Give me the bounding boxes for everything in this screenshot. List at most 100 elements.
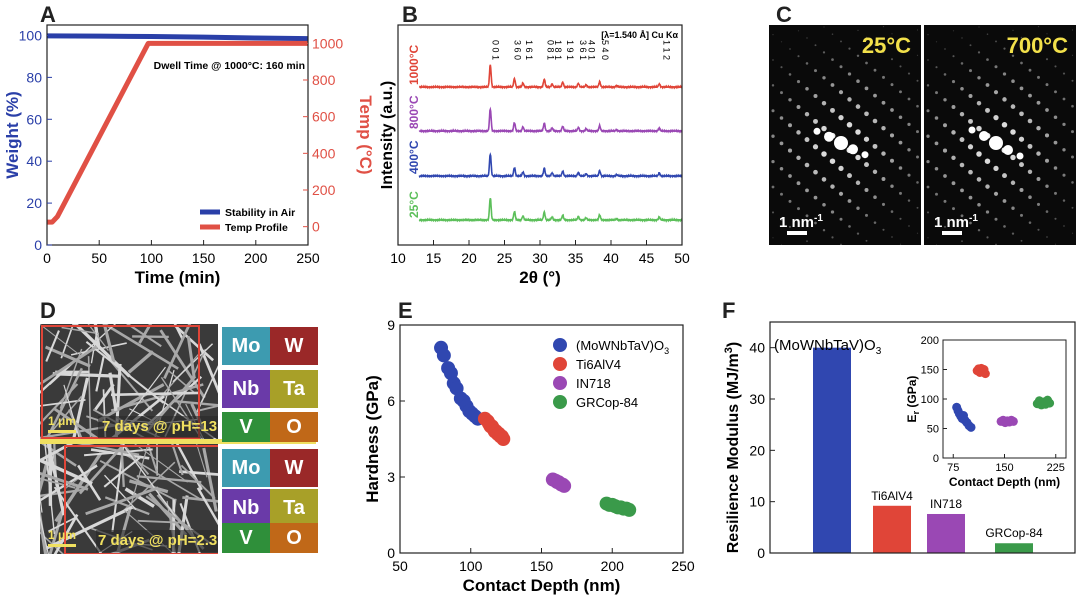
peak-label: 5 4 0 <box>600 40 610 60</box>
nanowire <box>87 356 92 439</box>
diffraction-spot <box>805 214 809 218</box>
diffraction-spot <box>847 72 852 76</box>
nanowire <box>48 512 64 554</box>
diffraction-spot <box>788 225 792 228</box>
central-spot <box>824 131 834 142</box>
diffraction-spot <box>976 177 982 182</box>
diffraction-spot <box>934 167 939 171</box>
diffraction-spot <box>840 243 842 245</box>
y-tick-label: 80 <box>26 69 42 85</box>
peak-label: 4 0 1 <box>586 40 596 60</box>
diffraction-spot <box>1062 122 1066 127</box>
diffraction-spot <box>856 54 860 58</box>
nanowire <box>40 458 93 486</box>
nanowire <box>85 486 159 516</box>
nanowire <box>60 324 75 359</box>
diffraction-spot <box>916 232 919 234</box>
diffraction-spot <box>796 80 801 84</box>
diffraction-spot <box>1062 72 1066 75</box>
y-axis-label-text: Resilience Modulus (MJ/m <box>725 353 742 553</box>
inset-y-tick-label: 0 <box>933 453 939 465</box>
diffraction-spot <box>780 192 783 196</box>
diffraction-spot <box>935 192 938 196</box>
nanowire <box>138 324 153 344</box>
diffraction-spot <box>804 162 810 168</box>
legend-text: (MoWNbTaV)O <box>576 338 664 353</box>
panel-label-e: E <box>398 298 413 323</box>
diffraction-spot <box>839 217 843 221</box>
diffraction-spot <box>882 228 885 231</box>
diffraction-spot <box>927 59 929 61</box>
diffraction-spot <box>847 199 852 203</box>
x-tick-label: 150 <box>192 250 216 266</box>
saed-25c-spots <box>771 26 919 245</box>
series-line-temp <box>47 40 308 225</box>
xrd-pattern <box>418 106 683 134</box>
sem-label-bg <box>96 530 218 552</box>
panel-label-f: F <box>722 298 736 323</box>
diffraction-spot <box>805 87 809 91</box>
diffraction-spot <box>889 133 895 138</box>
diffraction-spot <box>830 83 835 87</box>
plot-frame <box>769 321 1076 554</box>
legend-label: Ti6AlV4 <box>576 357 621 372</box>
diffraction-spot <box>814 221 817 225</box>
central-spot <box>979 131 989 141</box>
diffraction-spot <box>891 236 893 238</box>
diffraction-spot <box>846 122 853 128</box>
diffraction-spot <box>780 91 783 95</box>
diffraction-spot <box>907 97 911 101</box>
scale-bar-exponent: -1 <box>814 213 823 224</box>
diffraction-spot <box>926 109 930 113</box>
diffraction-spot <box>985 210 990 214</box>
saed-temp-label-25c: 25°C <box>861 33 911 58</box>
panel-label-c: C <box>776 2 792 27</box>
y2-tick-label: 0 <box>312 219 320 235</box>
diffraction-spot <box>1027 169 1033 175</box>
diffraction-spot <box>1053 166 1058 170</box>
y2-tick-label: 600 <box>312 109 336 125</box>
sem-divider <box>40 439 316 444</box>
diffraction-spot <box>1071 104 1074 108</box>
scale-bar-label: 1 nm <box>934 214 970 231</box>
diffraction-spot <box>872 169 878 175</box>
diffraction-spot <box>1045 58 1049 61</box>
diffraction-spot <box>952 207 955 211</box>
diffraction-spot <box>951 181 956 186</box>
diffraction-spot <box>855 129 861 135</box>
diffraction-spot <box>1020 61 1023 65</box>
diffraction-spot <box>865 36 868 39</box>
diffraction-spot <box>797 207 800 211</box>
nanowire <box>197 404 218 412</box>
x-tick-label: 30 <box>532 250 548 266</box>
diffraction-spot <box>943 174 947 178</box>
nanowire <box>163 324 192 380</box>
bar <box>995 543 1033 553</box>
diffraction-spot <box>1046 236 1048 238</box>
element-map-mo: Mo <box>222 449 270 487</box>
nanowire <box>95 356 105 392</box>
diffraction-spot <box>1010 104 1016 109</box>
diffraction-spot <box>1045 210 1049 213</box>
diffraction-spot <box>985 184 990 189</box>
diffraction-spot <box>916 181 919 184</box>
diffraction-spot <box>926 84 930 87</box>
diffraction-spot <box>1003 225 1006 228</box>
diffraction-spot <box>823 26 825 28</box>
saed-scale-bar-25c: 1 nm-1 <box>779 213 823 231</box>
diffraction-spot <box>1062 199 1066 202</box>
nanowire <box>130 444 149 505</box>
element-map-ta: Ta <box>270 370 318 408</box>
nanowire <box>124 487 155 508</box>
diffraction-spot <box>951 80 956 84</box>
diffraction-spot <box>797 55 800 58</box>
diffraction-spot <box>891 33 893 35</box>
y2-tick-label: 1000 <box>312 35 343 51</box>
sem-scale-label: 1 μm <box>48 414 77 428</box>
nanowire <box>167 369 196 395</box>
y2-tick-label: 800 <box>312 72 336 88</box>
diffraction-spot <box>771 109 775 113</box>
diffraction-spot <box>977 51 981 54</box>
nanowire <box>136 475 202 484</box>
